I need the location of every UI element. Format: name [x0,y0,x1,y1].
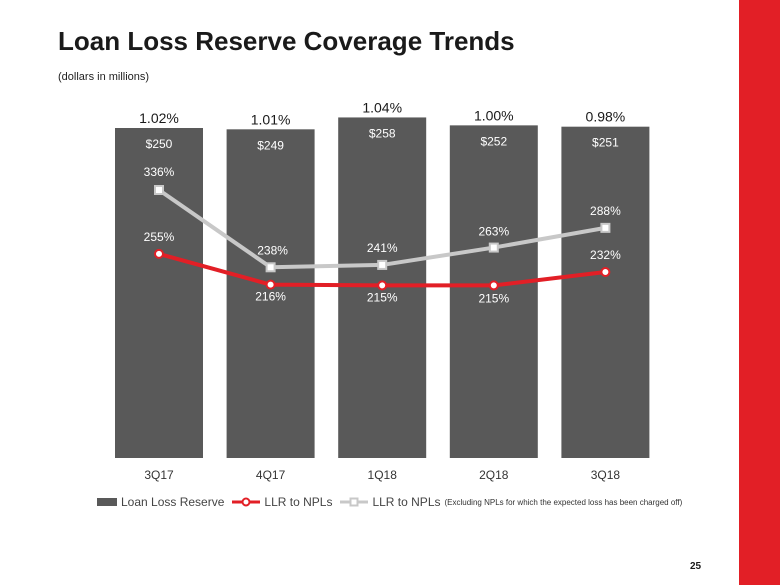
bar-value-label: $258 [369,126,396,140]
bar-ratio-label: 1.01% [251,111,291,127]
page-subtitle: (dollars in millions) [58,71,150,83]
llr-excl-value-label: 238% [257,243,288,257]
legend-item-reserve: Loan Loss Reserve [97,495,224,509]
llr-excl-point [265,262,276,273]
bar-ratio-label: 0.98% [586,109,626,125]
bar-ratio-labels: 1.02% 1.01% 1.04% 1.00% 0.98% [139,99,625,127]
llr-value-label: 255% [144,230,175,244]
bar [226,129,315,458]
llr-line-series [154,248,611,291]
x-tick-label: 1Q18 [368,468,398,482]
llr-excl-point [600,222,611,233]
legend-llr-excl-note: (Excluding NPLs for which the expected l… [444,497,683,507]
bar-ratio-label: 1.00% [474,107,514,123]
page-number: 25 [690,561,702,572]
brand-side-band [739,0,780,585]
x-tick-label: 4Q17 [256,468,286,482]
bar-value-label: $249 [257,138,284,152]
legend-llr-excl-swatch [340,497,369,507]
bar-value-labels: $250 $249 $258 $252 $251 [146,126,619,152]
page-title: Loan Loss Reserve Coverage Trends [58,26,515,56]
llr-point [488,280,499,291]
legend-item-llr: LLR to NPLs [232,495,332,509]
bar [561,126,650,459]
llr-point [377,280,388,291]
llr-value-label: 215% [367,290,398,304]
legend-llr-swatch [232,497,261,507]
llr-excl-point [488,242,499,253]
llr-excl-line-series [154,185,611,273]
llr-value-label: 216% [255,290,286,304]
legend-item-llr-excl: LLR to NPLs (Excluding NPLs for which th… [340,495,682,509]
legend-bar-swatch [97,498,117,506]
bar-value-label: $250 [146,137,173,151]
bar-value-label: $251 [592,136,619,150]
legend-llr-label: LLR to NPLs [264,495,333,509]
llr-excl-point [377,259,388,270]
llr-excl-value-label: 288% [590,204,621,218]
x-tick-label: 2Q18 [479,468,509,482]
chart-legend: Loan Loss Reserve LLR to NPLs LLR to NPL… [97,495,690,509]
line-value-labels: 336% 238% 241% 263% 288% 255% 216% 215% 215% 232% [144,165,621,305]
bar-ratio-label: 1.04% [362,99,402,115]
llr-excl-value-label: 263% [478,225,509,239]
bar [449,125,538,459]
bar-series [115,117,650,459]
bar-ratio-label: 1.02% [139,110,179,126]
llr-excl-point [154,185,164,195]
x-tick-label: 3Q17 [144,468,174,482]
legend-reserve-label: Loan Loss Reserve [121,495,225,509]
x-axis-labels: 3Q17 4Q17 1Q18 2Q18 3Q18 [144,468,620,482]
bar [115,128,203,458]
llr-value-label: 215% [478,291,509,305]
x-tick-label: 3Q18 [591,468,621,482]
llr-point [265,279,276,290]
llr-excl-value-label: 241% [367,241,398,255]
llr-point [154,248,164,259]
llr-value-label: 232% [590,248,621,262]
bar-value-label: $252 [480,134,507,148]
llr-excl-value-label: 336% [144,165,175,179]
legend-llr-excl-label: LLR to NPLs [372,495,441,509]
llr-point [600,267,611,278]
